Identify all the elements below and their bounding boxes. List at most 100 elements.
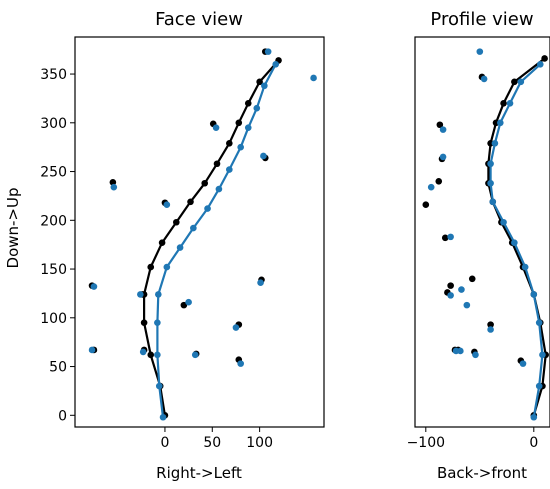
profile-view-scatter-point [435, 178, 443, 185]
profile-view-line-point [511, 78, 518, 86]
face-view-line-point [173, 218, 180, 226]
profile-view-line-point [535, 319, 543, 326]
profile-view-scatter-point [447, 233, 454, 241]
face-view-xtick-label: 0 [160, 435, 169, 451]
face-view-line-point [226, 139, 233, 147]
profile-view-line-point [497, 119, 504, 127]
face-view-scatter-point [264, 48, 272, 55]
face-view-series-line [143, 59, 280, 416]
face-view-scatter-point [110, 183, 118, 191]
face-view-scatter-point [137, 291, 144, 298]
face-view-xlabel: Right->Left [156, 464, 242, 482]
face-view-line-point [155, 291, 162, 298]
profile-view-scatter-point [458, 286, 465, 293]
profile-view-scatter-point [487, 326, 494, 333]
face-view-scatter-point [180, 301, 188, 309]
profile-view-line-point [541, 55, 548, 62]
profile-view-line-point [530, 291, 538, 298]
face-view-line-point [159, 413, 167, 421]
profile-view-scatter-point [472, 351, 479, 359]
profile-view-scatter-point [447, 282, 454, 289]
face-view-scatter-point [237, 360, 244, 367]
face-view-line-point [244, 100, 252, 107]
profile-view-line-point [517, 78, 525, 86]
face-view-line-point [158, 239, 166, 247]
profile-view-line-point [521, 263, 529, 271]
profile-view-scatter-point [468, 275, 476, 283]
face-view-plot: Face view Right->Left Down->Up 0 50 100 0 50… [4, 9, 325, 482]
profile-view-scatter-point [422, 201, 430, 208]
profile-view-scatter-point [487, 321, 494, 328]
face-view-line-point [237, 143, 244, 151]
face-view-ytick-label: 150 [40, 262, 67, 278]
face-view-ytick-label: 50 [49, 360, 67, 376]
profile-view-line-point [539, 351, 546, 359]
face-view-scatter-point [310, 74, 317, 82]
profile-view-series-line [487, 57, 547, 416]
profile-view-xtick-label: 0 [529, 435, 538, 451]
face-view-ylabel: Down->Up [4, 188, 22, 269]
face-view-scatter-point [109, 178, 117, 186]
face-view-xtick-label: 100 [246, 435, 273, 451]
face-view-line-point [154, 351, 161, 359]
face-view-scatter-point [232, 324, 240, 331]
profile-view-xlabel: Back->front [437, 464, 527, 482]
profile-view-axes-frame [414, 36, 550, 428]
profile-view-line-point [536, 61, 544, 68]
face-view-ytick-label: 0 [58, 408, 67, 424]
profile-view-scatter-point [480, 75, 488, 83]
profile-view-series-line [489, 63, 544, 418]
face-view-line-point [187, 198, 194, 206]
face-view-line-point [213, 160, 221, 168]
profile-view-line-point [535, 382, 543, 390]
profile-view-line-point [500, 218, 507, 226]
face-view-ytick-label: 100 [40, 311, 67, 327]
profile-view-scatter-point [447, 292, 454, 299]
face-view-line-point [244, 124, 252, 131]
face-view-line-point [272, 61, 280, 68]
profile-view-scatter-point [439, 153, 447, 161]
face-view-axes-frame [74, 36, 325, 428]
face-view-line-point [235, 119, 243, 127]
face-view-series-line [156, 63, 277, 418]
face-view-title: Face view [155, 9, 243, 30]
face-view-scatter-point [185, 298, 192, 306]
profile-view-title: Profile view [430, 9, 533, 30]
profile-view-line-point [530, 413, 538, 421]
face-view-scatter-point [191, 351, 199, 359]
face-view-line-point [155, 382, 163, 390]
face-view-xtick-label: 50 [203, 435, 221, 451]
profile-view-scatter-point [476, 48, 484, 55]
face-view-scatter-point [257, 279, 264, 287]
profile-view-xtick-label: −100 [407, 435, 445, 451]
profile-view-line-point [487, 179, 494, 187]
profile-view-line-point [506, 100, 514, 107]
face-view-line-point [201, 179, 209, 187]
face-view-ytick-label: 350 [40, 67, 67, 83]
profile-view-line-point [500, 100, 507, 107]
face-view-line-point [176, 244, 184, 251]
face-view-line-point [140, 319, 148, 326]
face-view-scatter-point [88, 346, 96, 354]
profile-view-scatter-point [463, 301, 471, 309]
face-view-line-point [253, 104, 261, 112]
face-view-line-point [190, 224, 197, 232]
face-view-line-point [204, 205, 211, 212]
face-view-scatter-point [260, 152, 267, 160]
face-view-ytick-label: 200 [40, 213, 67, 229]
profile-view-line-point [511, 239, 518, 247]
profile-view-scatter-point [427, 183, 435, 191]
face-view-ytick-label: 250 [40, 165, 67, 181]
profile-view-line-point [487, 160, 494, 168]
face-view-line-point [154, 319, 161, 326]
face-view-scatter-point [163, 201, 171, 208]
face-view-ytick-label: 300 [40, 116, 67, 132]
profile-view-scatter-point [436, 121, 444, 129]
profile-view-plot: Profile view Back->front −100 0 [407, 9, 550, 482]
face-view-line-point [147, 263, 155, 271]
face-view-line-point [226, 166, 233, 173]
face-view-scatter-point [212, 124, 220, 131]
profile-view-line-point [491, 139, 499, 147]
face-view-line-point [215, 185, 223, 193]
